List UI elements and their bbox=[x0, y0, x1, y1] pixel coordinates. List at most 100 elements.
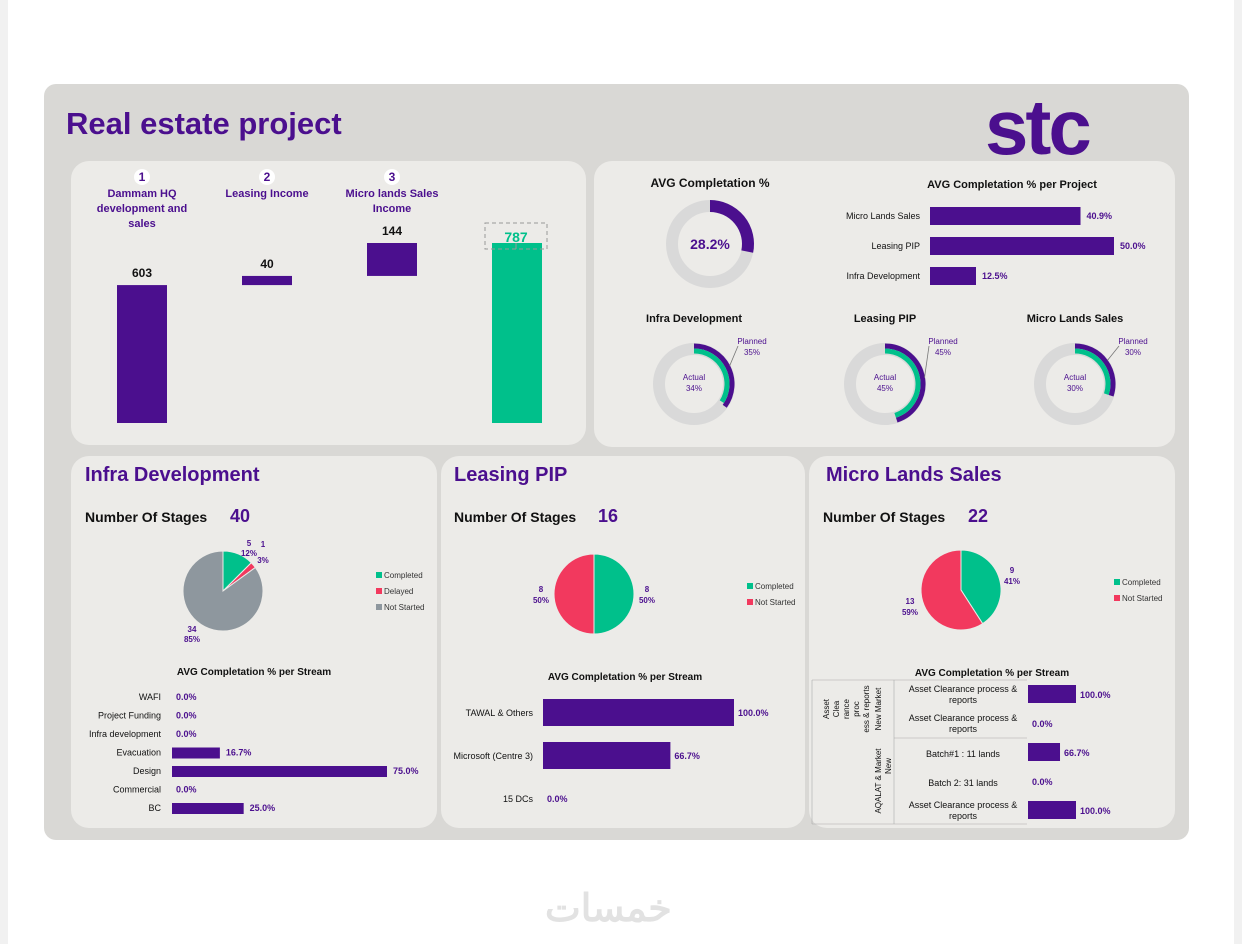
pie-count: 34 bbox=[188, 625, 197, 634]
stream-label: reports bbox=[949, 724, 978, 734]
waterfall-chart: 1 Dammam HQ development and sales 603 2 Leasin… bbox=[97, 169, 548, 423]
group-label: Clea bbox=[832, 700, 841, 717]
stream-bar bbox=[1028, 801, 1076, 819]
planned-label: Planned bbox=[737, 337, 766, 346]
step-number-badge bbox=[259, 169, 275, 185]
actual-arc bbox=[693, 348, 730, 404]
project-label: Infra Development bbox=[846, 271, 920, 281]
planned-pct: 30% bbox=[1125, 348, 1141, 357]
stream-value-label: 0.0% bbox=[547, 794, 568, 804]
stream-value-label: 75.0% bbox=[393, 766, 419, 776]
stream-label: Asset Clearance process & bbox=[909, 800, 1018, 810]
stream-label: Infra development bbox=[89, 729, 162, 739]
legend-label: Not Started bbox=[384, 603, 424, 612]
stream-bar bbox=[1028, 743, 1061, 761]
actual-pct: 34% bbox=[686, 384, 702, 393]
legend-swatch bbox=[376, 572, 382, 578]
legend-swatch bbox=[747, 599, 753, 605]
project-bar bbox=[930, 267, 976, 285]
legend-swatch bbox=[747, 583, 753, 589]
planned-leader bbox=[1107, 345, 1120, 361]
project-bar bbox=[930, 207, 1081, 225]
planned-label: Planned bbox=[928, 337, 957, 346]
group-label: proc bbox=[852, 701, 861, 717]
step-number-badge bbox=[384, 169, 400, 185]
pie-pct: 50% bbox=[639, 596, 655, 605]
stream-bar bbox=[543, 699, 734, 726]
category-label: Income bbox=[373, 203, 412, 215]
total-value-label: 787 bbox=[504, 229, 528, 245]
actual-pct: 45% bbox=[877, 384, 893, 393]
stream-label: Asset Clearance process & bbox=[909, 713, 1018, 723]
step-number: 3 bbox=[389, 170, 396, 184]
bar-value-label: 144 bbox=[382, 224, 402, 238]
stream-title: Infra Development bbox=[85, 464, 260, 486]
pie-count: 1 bbox=[261, 540, 266, 549]
stages-label: Number Of Stages bbox=[823, 509, 946, 525]
group-label: AQALAT & Market bbox=[874, 748, 883, 814]
stc-logo: stc bbox=[985, 83, 1092, 171]
pie-pct: 59% bbox=[902, 608, 918, 617]
group-sub-label: New Market bbox=[874, 687, 883, 730]
stream-value-label: 0.0% bbox=[1032, 777, 1053, 787]
stages-label: Number Of Stages bbox=[454, 509, 577, 525]
category-label: Dammam HQ bbox=[107, 188, 177, 200]
stream-charts: 8 50% 8 50% Completed Not Started AVG Completa… bbox=[453, 553, 795, 804]
group-label: ess & reports bbox=[862, 685, 871, 732]
actual-label: Actual bbox=[1064, 373, 1086, 382]
stream-label: TAWAL & Others bbox=[466, 708, 534, 718]
stream-label: reports bbox=[949, 695, 978, 705]
bars-title: AVG Completation % per Stream bbox=[548, 672, 702, 683]
waterfall-bar bbox=[367, 243, 417, 276]
stream-bar bbox=[172, 766, 387, 777]
avg-donut-arc bbox=[709, 200, 754, 253]
legend-label: Completed bbox=[1122, 578, 1161, 587]
stream-label: Batch 2: 31 lands bbox=[928, 778, 998, 788]
stream-value-label: 66.7% bbox=[674, 751, 700, 761]
stream-bar bbox=[172, 803, 244, 814]
planned-arc bbox=[1074, 343, 1116, 397]
pie-pct: 41% bbox=[1004, 577, 1020, 586]
stream-title: Micro Lands Sales bbox=[826, 464, 1002, 486]
stream-value-label: 100.0% bbox=[1080, 690, 1111, 700]
pie-count: 5 bbox=[247, 539, 252, 548]
stream-value-label: 16.7% bbox=[226, 748, 252, 758]
completion-panel: AVG Completation % 28.2% AVG Completation … bbox=[594, 161, 1175, 447]
stream-value-label: 0.0% bbox=[176, 785, 197, 795]
pie-count: 13 bbox=[906, 597, 915, 606]
planned-arc bbox=[693, 343, 735, 408]
waterfall-bar bbox=[117, 285, 167, 423]
legend-label: Not Started bbox=[755, 598, 795, 607]
actual-arc bbox=[1074, 348, 1111, 395]
legend-label: Completed bbox=[384, 571, 423, 580]
category-label: Leasing Income bbox=[225, 188, 308, 200]
project-bar bbox=[930, 237, 1114, 255]
legend-swatch bbox=[1114, 579, 1120, 585]
stream-label: Commercial bbox=[113, 785, 161, 795]
step-number: 1 bbox=[139, 170, 146, 184]
pie-count: 8 bbox=[645, 585, 650, 594]
category-label: Micro lands Sales bbox=[346, 188, 439, 200]
stream-value-label: 0.0% bbox=[176, 692, 197, 702]
actual-pct: 30% bbox=[1067, 384, 1083, 393]
avg-title: AVG Completation % bbox=[650, 176, 769, 190]
stream-bar bbox=[543, 742, 671, 769]
waterfall-bar bbox=[242, 275, 292, 286]
stream-title: Leasing PIP bbox=[454, 464, 568, 486]
category-label: development and bbox=[97, 203, 187, 215]
stages-value: 16 bbox=[598, 506, 619, 526]
stream-label: Microsoft (Centre 3) bbox=[453, 751, 533, 761]
stream-value-label: 0.0% bbox=[1032, 719, 1053, 729]
stream-label: Design bbox=[133, 766, 161, 776]
stream-label: Asset Clearance process & bbox=[909, 684, 1018, 694]
watermark: خمسات bbox=[545, 888, 672, 930]
pie-slice bbox=[553, 553, 595, 635]
step-number: 2 bbox=[264, 170, 271, 184]
planned-leader bbox=[924, 345, 930, 378]
donut-title: Micro Lands Sales bbox=[1027, 313, 1124, 325]
planned-arc bbox=[884, 343, 926, 423]
project-value-label: 50.0% bbox=[1120, 241, 1146, 251]
project-label: Leasing PIP bbox=[871, 241, 920, 251]
stream-charts: 9 41% 13 59% Completed Not Started AVG Complet… bbox=[811, 549, 1162, 825]
stream-bar bbox=[172, 747, 220, 759]
